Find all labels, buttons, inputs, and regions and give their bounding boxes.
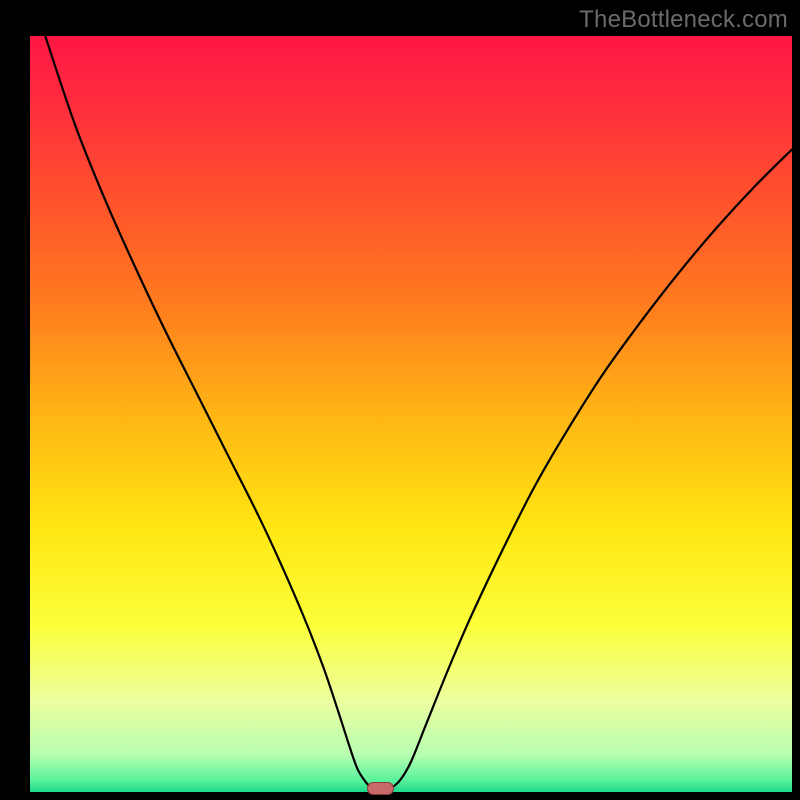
chart-frame: TheBottleneck.com (0, 0, 800, 800)
minimum-marker (367, 782, 394, 795)
curve-path (45, 36, 792, 790)
watermark-text: TheBottleneck.com (579, 6, 788, 34)
bottleneck-curve (30, 36, 792, 792)
plot-area (30, 36, 792, 792)
